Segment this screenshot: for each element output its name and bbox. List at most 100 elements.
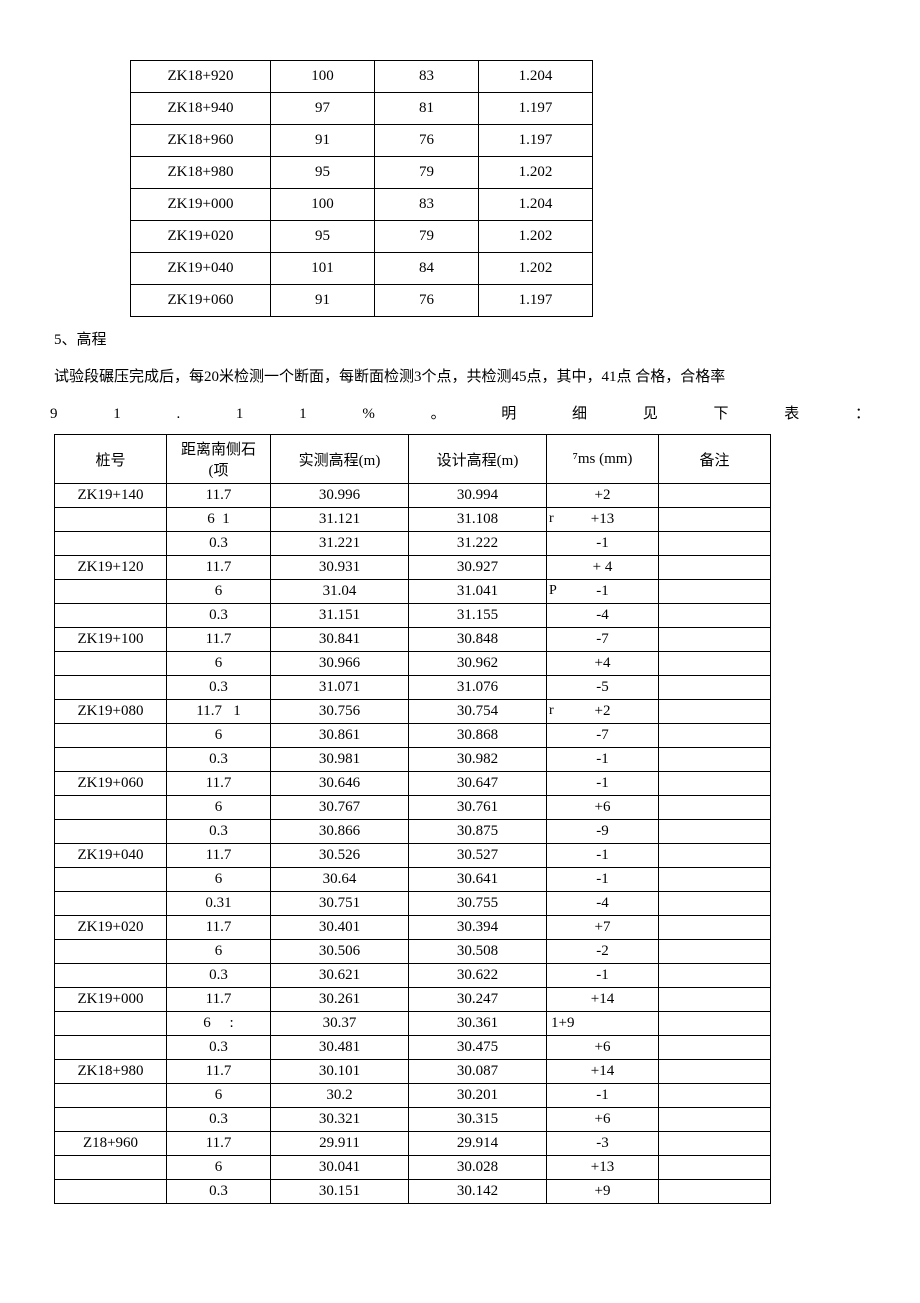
table-cell: 100 (271, 61, 375, 93)
table-cell: 91 (271, 285, 375, 317)
table-cell: 1.204 (479, 61, 593, 93)
table-cell: +9 (547, 1180, 659, 1204)
padding-cell (771, 1012, 851, 1036)
table-cell: 1+9 (547, 1012, 659, 1036)
table-cell: 1.204 (479, 189, 593, 221)
spread-token: 1 (113, 401, 121, 428)
table-cell: 30.261 (271, 988, 409, 1012)
table-cell (55, 940, 167, 964)
table-cell: 31.041 (409, 580, 547, 604)
table-cell: 11.7 (167, 556, 271, 580)
table-cell: 79 (375, 221, 479, 253)
table-cell: +7 (547, 916, 659, 940)
table-cell: 31.221 (271, 532, 409, 556)
table-cell: -1 (547, 1084, 659, 1108)
table-row: ZK18+96091761.197 (131, 125, 803, 157)
padding-cell (771, 484, 851, 508)
table-cell (55, 748, 167, 772)
table-cell (659, 772, 771, 796)
table-cell: ZK19+140 (55, 484, 167, 508)
table-cell (659, 796, 771, 820)
table-cell (55, 1108, 167, 1132)
table-cell: 30.361 (409, 1012, 547, 1036)
padding-cell (771, 628, 851, 652)
elevation-table: 桩号距离南侧石(项实测高程(m)设计高程(m)⁷ms (mm)备注 ZK19+1… (54, 434, 851, 1204)
table-cell: 30.647 (409, 772, 547, 796)
table-cell (659, 1060, 771, 1084)
table-cell (55, 796, 167, 820)
table-cell: 11.7 (167, 484, 271, 508)
padding-cell (771, 580, 851, 604)
table-cell: 95 (271, 221, 375, 253)
table-row: 0.331.15131.155-4 (55, 604, 851, 628)
table-cell: 6 (167, 1156, 271, 1180)
table-cell: 30.526 (271, 844, 409, 868)
table-row: ZK19+14011.730.99630.994+2 (55, 484, 851, 508)
table-cell (55, 1012, 167, 1036)
spread-token: . (176, 401, 180, 428)
table-cell: -7 (547, 724, 659, 748)
padding-cell (771, 1060, 851, 1084)
table-cell (55, 508, 167, 532)
table-cell: 0.3 (167, 1108, 271, 1132)
table-row: ZK19+10011.730.84130.848-7 (55, 628, 851, 652)
spread-token: 1 (236, 401, 244, 428)
table-cell: 11.7 (167, 916, 271, 940)
table-cell: 30.506 (271, 940, 409, 964)
table-row: 0.330.15130.142+9 (55, 1180, 851, 1204)
table-row: ZK19+000100831.204 (131, 189, 803, 221)
table-cell: 30.2 (271, 1084, 409, 1108)
table-cell: 0.3 (167, 964, 271, 988)
table-cell: +13 (547, 1156, 659, 1180)
table-cell (593, 157, 803, 189)
table-cell: 30.028 (409, 1156, 547, 1180)
table-cell: 0.3 (167, 676, 271, 700)
table-row: ZK18+98011.730.10130.087+14 (55, 1060, 851, 1084)
table-cell: 76 (375, 285, 479, 317)
table-row: ZK19+00011.730.26130.247+14 (55, 988, 851, 1012)
table-row: 630.230.201-1 (55, 1084, 851, 1108)
table-cell (659, 508, 771, 532)
table-cell: 30.761 (409, 796, 547, 820)
table-cell (659, 580, 771, 604)
table-cell: 83 (375, 61, 479, 93)
padding-cell (771, 652, 851, 676)
table-cell (659, 1180, 771, 1204)
table-cell: 100 (271, 189, 375, 221)
table-cell: 30.142 (409, 1180, 547, 1204)
padding-cell (771, 844, 851, 868)
table-cell: 30.201 (409, 1084, 547, 1108)
table-cell (55, 1156, 167, 1180)
table-cell: 6 (167, 580, 271, 604)
table-cell: Z18+960 (55, 1132, 167, 1156)
table-cell (659, 628, 771, 652)
table-row: ZK19+08011.7 130.75630.754r +2 (55, 700, 851, 724)
table-cell: 81 (375, 93, 479, 125)
table-cell (659, 676, 771, 700)
table-cell: 31.04 (271, 580, 409, 604)
table-cell: +6 (547, 1036, 659, 1060)
table-cell: 0.3 (167, 1180, 271, 1204)
table-cell (659, 964, 771, 988)
table-cell: 30.646 (271, 772, 409, 796)
column-header: 距离南侧石(项 (167, 435, 271, 484)
table-cell: 11.7 (167, 988, 271, 1012)
table-row: 630.04130.028+13 (55, 1156, 851, 1180)
table-cell: 91 (271, 125, 375, 157)
table-row: ZK19+02095791.202 (131, 221, 803, 253)
table-row: 0.330.98130.982-1 (55, 748, 851, 772)
table-cell: 0.3 (167, 532, 271, 556)
table-row: ZK19+04011.730.52630.527-1 (55, 844, 851, 868)
table-cell: ZK18+920 (131, 61, 271, 93)
column-header: 桩号 (55, 435, 167, 484)
table-cell: 11.7 (167, 1060, 271, 1084)
table-cell: 11.7 (167, 772, 271, 796)
padding-cell (771, 700, 851, 724)
table-cell (659, 1012, 771, 1036)
table-cell: 1.202 (479, 253, 593, 285)
padding-cell (771, 940, 851, 964)
table-cell (659, 748, 771, 772)
table-cell: 31.076 (409, 676, 547, 700)
table-cell: 83 (375, 189, 479, 221)
table-cell (55, 676, 167, 700)
